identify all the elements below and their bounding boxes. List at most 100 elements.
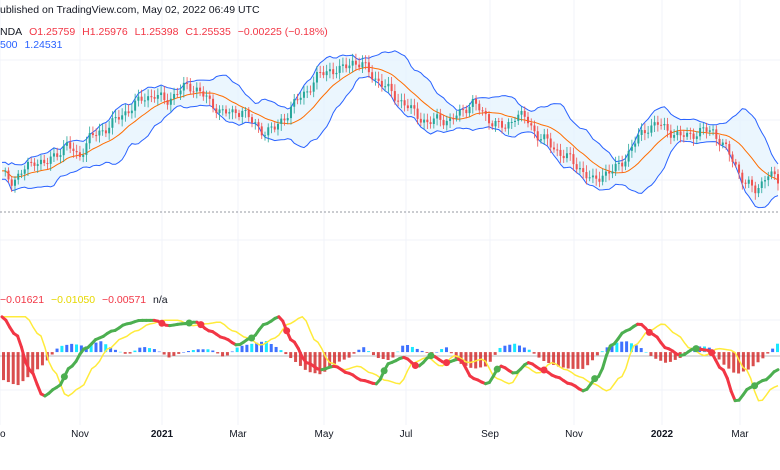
histogram-bar (376, 352, 380, 359)
candle-body (614, 163, 617, 172)
oscillator-cross-dot (158, 319, 166, 327)
histogram-bar (152, 349, 156, 353)
histogram-bar (527, 349, 531, 353)
candle-body (647, 132, 650, 134)
histogram-bar (625, 341, 629, 353)
histogram-bar (673, 352, 677, 360)
histogram-bar (440, 349, 444, 353)
candle-body (10, 179, 13, 186)
oscillator-legend[interactable]: −0.01621 −0.01050 −0.00571 n/a (0, 294, 172, 307)
candle-body (212, 98, 215, 109)
oscillator-segment (601, 353, 608, 370)
candle-body (695, 136, 698, 139)
histogram-bar (498, 347, 502, 353)
histogram-bar (610, 343, 614, 353)
histogram-bar (737, 352, 741, 374)
candle-body (140, 96, 143, 101)
histogram-bar (639, 348, 643, 353)
candle-body (501, 121, 504, 128)
candle-body (384, 86, 387, 88)
candle-body (358, 64, 361, 68)
candle-body (764, 180, 767, 182)
candle-body (608, 171, 611, 174)
candle-body (182, 82, 185, 91)
candle-body (406, 105, 409, 109)
candle-body (59, 155, 62, 157)
candle-body (156, 95, 159, 99)
oscillator-cross-dot (692, 345, 700, 353)
bollinger-value: 1.24531 (24, 39, 63, 51)
oscillator-segment (16, 334, 23, 349)
candle-body (497, 121, 500, 123)
candle-body (634, 143, 637, 147)
candle-body (20, 173, 23, 175)
histogram-bar (571, 352, 575, 369)
histogram-bar (65, 344, 69, 353)
candle-body (455, 115, 458, 119)
candle-body (276, 123, 279, 130)
candle-body (124, 111, 127, 116)
candle-body (543, 134, 546, 140)
candle-body (708, 130, 711, 132)
histogram-bar (537, 352, 541, 358)
bollinger-upper-band (1, 50, 779, 166)
histogram-bar (552, 352, 556, 365)
histogram-bar (123, 352, 127, 354)
candle-body (257, 122, 260, 127)
candle-body (559, 149, 562, 156)
candle-body (289, 106, 292, 119)
candle-body (621, 162, 624, 167)
histogram-bar (21, 352, 25, 382)
oscillator-cross-dot (443, 359, 451, 367)
candle-body (777, 174, 779, 184)
histogram-bar (566, 352, 570, 369)
candle-body (127, 111, 130, 114)
histogram-bar (50, 352, 54, 355)
candle-body (17, 173, 20, 180)
candle-body (471, 98, 474, 107)
symbol-ohlc-legend[interactable]: NDA O1.25759 H1.25976 L1.25398 C1.25535 … (0, 26, 332, 39)
bollinger-basis-line (1, 66, 779, 181)
histogram-bar (615, 342, 619, 353)
candle-body (494, 121, 497, 127)
candle-body (400, 100, 403, 102)
candle-body (478, 103, 481, 111)
histogram-bar (284, 352, 288, 355)
candle-body (302, 91, 305, 98)
high-value: H1.25976 (82, 26, 128, 38)
candle-body (98, 130, 101, 136)
candle-body (637, 134, 640, 144)
candle-body (322, 72, 325, 76)
oscillator-segment (729, 389, 737, 403)
histogram-bar (522, 347, 526, 353)
candle-body (69, 142, 72, 149)
candle-body (601, 175, 604, 182)
candle-body (673, 135, 676, 138)
candle-body (101, 130, 104, 132)
candle-body (225, 109, 228, 114)
candlestick-series (4, 53, 779, 200)
candle-body (390, 83, 393, 92)
candle-body (13, 179, 16, 186)
candle-body (539, 139, 542, 141)
histogram-bar (298, 352, 302, 366)
candle-body (341, 64, 344, 66)
histogram-bar (493, 352, 497, 355)
candle-body (173, 93, 176, 99)
candle-body (452, 118, 455, 120)
candle-body (315, 72, 318, 83)
candle-body (354, 60, 357, 65)
candle-body (734, 161, 737, 165)
histogram-bar (191, 350, 195, 353)
candle-body (176, 93, 179, 95)
candle-body (104, 130, 107, 134)
candle-body (231, 109, 234, 113)
histogram-bar (70, 343, 74, 353)
candle-body (296, 99, 299, 101)
candle-body (449, 118, 452, 121)
candle-body (351, 60, 354, 66)
histogram-bar (664, 352, 668, 363)
bollinger-legend[interactable]: 500 1.24531 (0, 39, 66, 52)
histogram-bar (313, 352, 317, 374)
